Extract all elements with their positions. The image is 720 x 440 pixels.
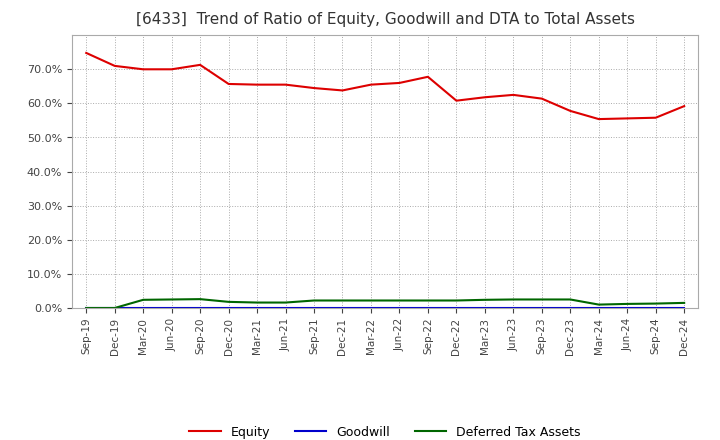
Deferred Tax Assets: [310, 298, 318, 303]
Deferred Tax Assets: [366, 298, 375, 303]
Equity: [566, 108, 575, 114]
Equity: [680, 103, 688, 109]
Deferred Tax Assets: [282, 300, 290, 305]
Goodwill: [310, 305, 318, 311]
Equity: [395, 80, 404, 85]
Goodwill: [652, 305, 660, 311]
Deferred Tax Assets: [82, 305, 91, 311]
Line: Deferred Tax Assets: Deferred Tax Assets: [86, 299, 684, 308]
Title: [6433]  Trend of Ratio of Equity, Goodwill and DTA to Total Assets: [6433] Trend of Ratio of Equity, Goodwil…: [135, 12, 635, 27]
Deferred Tax Assets: [110, 305, 119, 311]
Goodwill: [253, 305, 261, 311]
Deferred Tax Assets: [452, 298, 461, 303]
Equity: [82, 50, 91, 55]
Goodwill: [537, 305, 546, 311]
Goodwill: [480, 305, 489, 311]
Goodwill: [366, 305, 375, 311]
Goodwill: [623, 305, 631, 311]
Equity: [423, 74, 432, 80]
Goodwill: [680, 305, 688, 311]
Goodwill: [82, 305, 91, 311]
Equity: [623, 116, 631, 121]
Equity: [310, 85, 318, 91]
Goodwill: [595, 305, 603, 311]
Deferred Tax Assets: [623, 301, 631, 307]
Deferred Tax Assets: [139, 297, 148, 302]
Deferred Tax Assets: [566, 297, 575, 302]
Goodwill: [225, 305, 233, 311]
Goodwill: [110, 305, 119, 311]
Deferred Tax Assets: [480, 297, 489, 302]
Equity: [110, 63, 119, 69]
Deferred Tax Assets: [652, 301, 660, 306]
Goodwill: [566, 305, 575, 311]
Deferred Tax Assets: [253, 300, 261, 305]
Deferred Tax Assets: [196, 297, 204, 302]
Equity: [480, 95, 489, 100]
Goodwill: [196, 305, 204, 311]
Goodwill: [509, 305, 518, 311]
Equity: [537, 96, 546, 101]
Equity: [509, 92, 518, 98]
Goodwill: [282, 305, 290, 311]
Deferred Tax Assets: [395, 298, 404, 303]
Goodwill: [423, 305, 432, 311]
Deferred Tax Assets: [680, 300, 688, 305]
Goodwill: [338, 305, 347, 311]
Equity: [595, 117, 603, 122]
Equity: [139, 66, 148, 72]
Deferred Tax Assets: [225, 299, 233, 304]
Equity: [652, 115, 660, 121]
Deferred Tax Assets: [338, 298, 347, 303]
Equity: [253, 82, 261, 87]
Deferred Tax Assets: [423, 298, 432, 303]
Deferred Tax Assets: [167, 297, 176, 302]
Legend: Equity, Goodwill, Deferred Tax Assets: Equity, Goodwill, Deferred Tax Assets: [184, 421, 586, 440]
Equity: [366, 82, 375, 87]
Goodwill: [139, 305, 148, 311]
Equity: [225, 81, 233, 87]
Goodwill: [452, 305, 461, 311]
Goodwill: [395, 305, 404, 311]
Equity: [282, 82, 290, 87]
Line: Equity: Equity: [86, 53, 684, 119]
Deferred Tax Assets: [595, 302, 603, 307]
Equity: [452, 98, 461, 103]
Equity: [196, 62, 204, 67]
Equity: [338, 88, 347, 93]
Goodwill: [167, 305, 176, 311]
Deferred Tax Assets: [509, 297, 518, 302]
Deferred Tax Assets: [537, 297, 546, 302]
Equity: [167, 66, 176, 72]
